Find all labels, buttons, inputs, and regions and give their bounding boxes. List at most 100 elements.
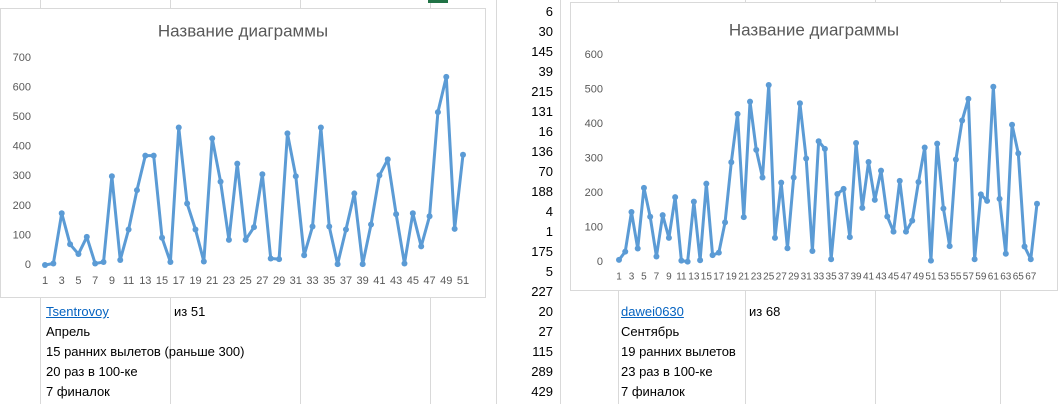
point [42, 262, 48, 268]
point [58, 210, 65, 217]
point [376, 172, 383, 179]
point [653, 253, 660, 260]
count-cell: из 51 [174, 304, 206, 319]
x-tick-label: 23 [223, 275, 235, 287]
point [678, 257, 685, 264]
number-cell: 289 [531, 364, 553, 379]
x-tick-label: 19 [189, 275, 201, 287]
x-tick-label: 17 [713, 272, 725, 283]
point [853, 139, 860, 146]
x-tick-label: 5 [75, 275, 81, 287]
point [952, 156, 959, 163]
point [125, 226, 132, 233]
point [902, 228, 909, 235]
point [809, 247, 816, 254]
y-tick-label: 600 [13, 81, 31, 93]
text-cell: 15 ранних вылетов (раньше 300) [46, 344, 245, 359]
point [1027, 256, 1034, 263]
x-tick-label: 9 [109, 275, 115, 287]
point [715, 249, 722, 256]
point [840, 185, 847, 192]
x-tick-label: 51 [925, 272, 937, 283]
number-cell: 175 [531, 244, 553, 259]
point [217, 178, 224, 185]
point [1002, 250, 1009, 257]
point [359, 261, 366, 268]
user-link[interactable]: dawei0630 [621, 304, 684, 319]
point [50, 260, 57, 267]
y-tick-label: 0 [597, 256, 603, 268]
x-tick-label: 19 [726, 272, 738, 283]
x-tick-label: 33 [813, 272, 825, 283]
point [878, 167, 885, 174]
chart-title: Название диаграммы [729, 20, 899, 39]
y-tick-label: 200 [585, 187, 603, 199]
point [150, 152, 157, 159]
point [83, 233, 90, 240]
point [384, 156, 391, 163]
x-tick-label: 35 [323, 275, 335, 287]
x-tick-label: 1 [616, 272, 622, 283]
point [934, 140, 941, 147]
point [167, 259, 174, 266]
number-cell: 115 [532, 344, 553, 359]
x-tick-label: 67 [1025, 272, 1037, 283]
point [259, 171, 266, 178]
text-cell: 19 ранних вылетов [621, 344, 736, 359]
x-tick-label: 7 [92, 275, 98, 287]
point [628, 208, 635, 215]
number-cell: 20 [538, 304, 553, 319]
point [647, 213, 654, 220]
point [175, 124, 182, 131]
series-line [44, 75, 465, 267]
point [665, 234, 672, 241]
x-tick-label: 65 [1013, 272, 1025, 283]
point [896, 177, 903, 184]
user-link[interactable]: Tsentrovoy [46, 304, 109, 319]
x-tick-label: 43 [390, 275, 402, 287]
point [267, 255, 274, 262]
column-line [496, 0, 497, 404]
point [284, 130, 291, 137]
point [640, 184, 647, 191]
point [251, 224, 257, 231]
x-tick-label: 7 [654, 272, 660, 283]
point [753, 146, 760, 153]
point [401, 260, 408, 267]
x-tick-label: 15 [701, 272, 713, 283]
y-tick-label: 600 [585, 49, 603, 61]
point [634, 245, 641, 252]
x-tick-label: 47 [900, 272, 912, 283]
x-tick-label: 49 [440, 275, 452, 287]
point [734, 110, 741, 117]
y-tick-label: 300 [13, 170, 31, 182]
point [971, 256, 978, 263]
x-tick-label: 29 [788, 272, 800, 283]
point [890, 228, 897, 235]
point [803, 155, 810, 162]
point [778, 179, 785, 186]
number-cell: 30 [538, 24, 553, 39]
point [426, 213, 433, 220]
point [234, 160, 241, 167]
point [75, 251, 82, 258]
point [1034, 200, 1040, 207]
y-tick-label: 0 [25, 259, 31, 271]
point [722, 219, 729, 226]
point [616, 256, 622, 263]
point [409, 210, 416, 217]
x-tick-label: 31 [801, 272, 813, 283]
selection-marker [428, 0, 448, 3]
text-cell: 7 финалок [621, 384, 685, 399]
point [946, 243, 953, 250]
number-cell: 70 [538, 164, 553, 179]
x-tick-label: 1 [42, 275, 48, 287]
x-tick-label: 45 [888, 272, 900, 283]
x-tick-label: 21 [738, 272, 750, 283]
point [117, 256, 124, 263]
point [622, 248, 629, 255]
number-cell: 145 [531, 44, 553, 59]
point [684, 258, 691, 265]
x-tick-label: 37 [838, 272, 850, 283]
